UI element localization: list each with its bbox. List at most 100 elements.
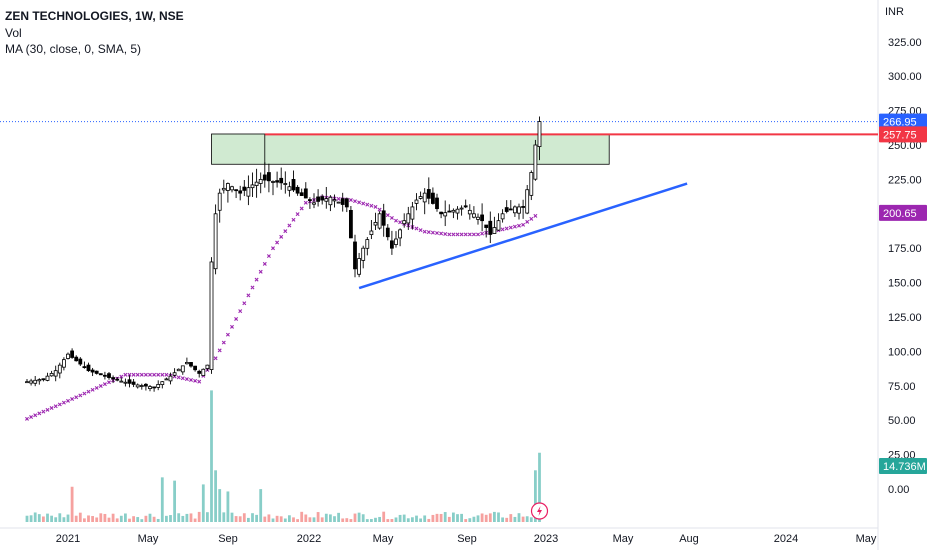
candle-down[interactable] — [41, 378, 46, 382]
candle-up[interactable] — [254, 168, 259, 198]
candle-up[interactable] — [406, 206, 411, 230]
candle-up[interactable] — [443, 200, 448, 227]
candle-up[interactable] — [373, 212, 378, 230]
candle-up[interactable] — [33, 375, 38, 387]
candle-down[interactable] — [435, 193, 439, 212]
candle-up[interactable] — [135, 383, 140, 389]
candle-up[interactable] — [45, 372, 50, 382]
candle-up[interactable] — [377, 211, 382, 230]
candle-up[interactable] — [37, 378, 42, 385]
candle-up[interactable] — [180, 365, 185, 375]
candle-down[interactable] — [131, 379, 136, 388]
candle-down[interactable] — [74, 355, 79, 362]
candle-up[interactable] — [414, 193, 419, 211]
candle-down[interactable] — [340, 192, 345, 212]
candle-down[interactable] — [299, 188, 304, 196]
candle-up[interactable] — [25, 378, 29, 384]
candle-up[interactable] — [398, 228, 403, 247]
candle-down[interactable] — [307, 197, 312, 209]
candle-down[interactable] — [389, 230, 394, 255]
candle-up[interactable] — [500, 209, 505, 223]
candle-up[interactable] — [492, 216, 497, 234]
candle-down[interactable] — [508, 200, 513, 211]
volume-legend[interactable]: Vol — [5, 25, 22, 40]
candle-down[interactable] — [70, 348, 74, 359]
candle-up[interactable] — [29, 378, 34, 386]
candle-down[interactable] — [103, 371, 107, 380]
candle-up[interactable] — [160, 381, 165, 389]
candle-down[interactable] — [111, 375, 115, 384]
candle-down[interactable] — [291, 170, 296, 193]
candle-down[interactable] — [143, 383, 148, 391]
candle-up[interactable] — [201, 368, 206, 376]
candle-down[interactable] — [78, 357, 83, 367]
candle-down[interactable] — [262, 162, 267, 188]
candle-down[interactable] — [86, 362, 91, 372]
candle-up[interactable] — [529, 170, 534, 201]
candle-up[interactable] — [250, 172, 255, 197]
candle-down[interactable] — [439, 211, 444, 219]
candle-up[interactable] — [517, 203, 521, 220]
candle-up[interactable] — [525, 184, 530, 215]
candle-up[interactable] — [209, 257, 214, 374]
candle-down[interactable] — [320, 194, 325, 205]
candle-up[interactable] — [205, 364, 210, 371]
candle-up[interactable] — [62, 357, 66, 371]
candle-up[interactable] — [123, 378, 128, 387]
candle-up[interactable] — [53, 365, 58, 382]
candle-down[interactable] — [504, 200, 509, 214]
candle-up[interactable] — [217, 188, 222, 223]
candle-up[interactable] — [283, 171, 288, 194]
candle-down[interactable] — [189, 362, 193, 368]
candle-up[interactable] — [287, 181, 292, 197]
candle-up[interactable] — [533, 139, 538, 181]
candle-up[interactable] — [513, 205, 517, 217]
candle-up[interactable] — [455, 206, 460, 220]
candle-up[interactable] — [66, 352, 70, 360]
candle-up[interactable] — [394, 231, 398, 248]
ma-legend[interactable]: MA (30, close, 0, SMA, 5) — [5, 42, 142, 56]
candle-up[interactable] — [57, 362, 62, 379]
candle-up[interactable] — [332, 194, 337, 208]
candle-up[interactable] — [369, 219, 374, 240]
candle-up[interactable] — [172, 368, 177, 377]
candle-up[interactable] — [422, 188, 427, 215]
candle-up[interactable] — [164, 377, 169, 381]
candle-up[interactable] — [402, 213, 407, 228]
candle-up[interactable] — [176, 368, 181, 372]
candle-up[interactable] — [168, 372, 173, 385]
candle-up[interactable] — [184, 357, 189, 365]
candle-up[interactable] — [418, 191, 423, 200]
candle-up[interactable] — [49, 370, 54, 377]
candle-down[interactable] — [430, 187, 435, 205]
candle-up[interactable] — [324, 186, 329, 209]
candle-down[interactable] — [193, 365, 198, 372]
candle-up[interactable] — [221, 179, 226, 194]
candle-up[interactable] — [467, 204, 472, 220]
candle-up[interactable] — [148, 384, 152, 392]
candle-up[interactable] — [361, 245, 366, 269]
candle-up[interactable] — [328, 195, 333, 212]
candle-up[interactable] — [246, 175, 251, 206]
candle-down[interactable] — [279, 167, 284, 190]
candle-down[interactable] — [480, 203, 485, 232]
candle-down[interactable] — [266, 163, 271, 193]
candle-down[interactable] — [238, 185, 243, 201]
candle-down[interactable] — [275, 171, 280, 188]
candle-down[interactable] — [98, 373, 103, 376]
candle-down[interactable] — [353, 234, 357, 278]
candle-down[interactable] — [295, 185, 300, 196]
symbol-title[interactable]: ZEN TECHNOLOGIES, 1W, NSE — [5, 9, 184, 23]
candle-up[interactable] — [225, 182, 230, 203]
candle-down[interactable] — [82, 361, 87, 369]
candle-up[interactable] — [451, 208, 456, 219]
candle-down[interactable] — [521, 199, 525, 219]
candle-up[interactable] — [537, 116, 542, 161]
candle-down[interactable] — [303, 182, 308, 199]
candle-up[interactable] — [336, 201, 341, 204]
candle-down[interactable] — [115, 377, 120, 382]
candle-down[interactable] — [484, 224, 489, 238]
candle-down[interactable] — [447, 204, 452, 213]
